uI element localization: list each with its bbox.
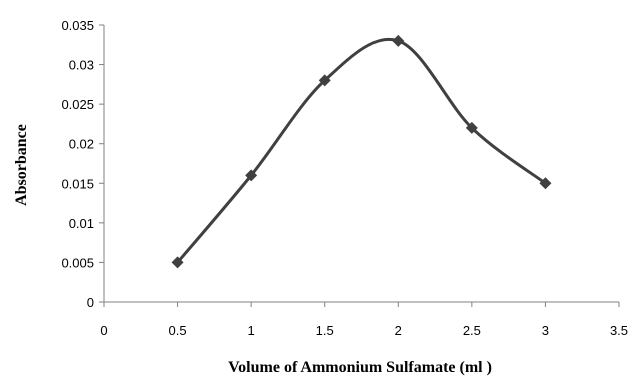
y-tick-label: 0.035 (61, 18, 94, 33)
x-axis-title: Volume of Ammonium Sulfamate (ml ) (228, 359, 492, 376)
y-tick-label: 0.015 (61, 176, 94, 191)
data-point-marker (392, 34, 405, 47)
x-tick-label: 0.5 (169, 323, 187, 338)
x-tick-label: 0 (100, 323, 107, 338)
x-tick-label: 1.5 (316, 323, 334, 338)
y-tick-label: 0.02 (69, 137, 94, 152)
y-tick-label: 0.01 (69, 216, 94, 231)
y-tick-label: 0.005 (61, 255, 94, 270)
data-point-marker (539, 177, 552, 190)
y-axis-ticks: 0 0.005 0.01 0.015 0.02 0.025 0.03 0.035 (61, 18, 104, 310)
x-tick-label: 3.5 (610, 323, 628, 338)
x-tick-label: 3 (542, 323, 549, 338)
data-point-marker (318, 74, 331, 87)
x-tick-label: 2 (395, 323, 402, 338)
x-tick-label: 1 (248, 323, 255, 338)
data-point-marker (245, 169, 258, 182)
y-axis-title: Absorbance (13, 124, 30, 206)
series-markers (171, 34, 552, 269)
y-tick-label: 0.03 (69, 58, 94, 73)
y-tick-label: 0.025 (61, 97, 94, 112)
data-point-marker (465, 121, 478, 134)
data-point-marker (171, 256, 184, 269)
x-axis-ticks: 0 0.5 1 1.5 2 2.5 3 3.5 (100, 302, 628, 338)
series-line (176, 37, 547, 264)
y-tick-label: 0 (87, 295, 94, 310)
x-tick-label: 2.5 (463, 323, 481, 338)
